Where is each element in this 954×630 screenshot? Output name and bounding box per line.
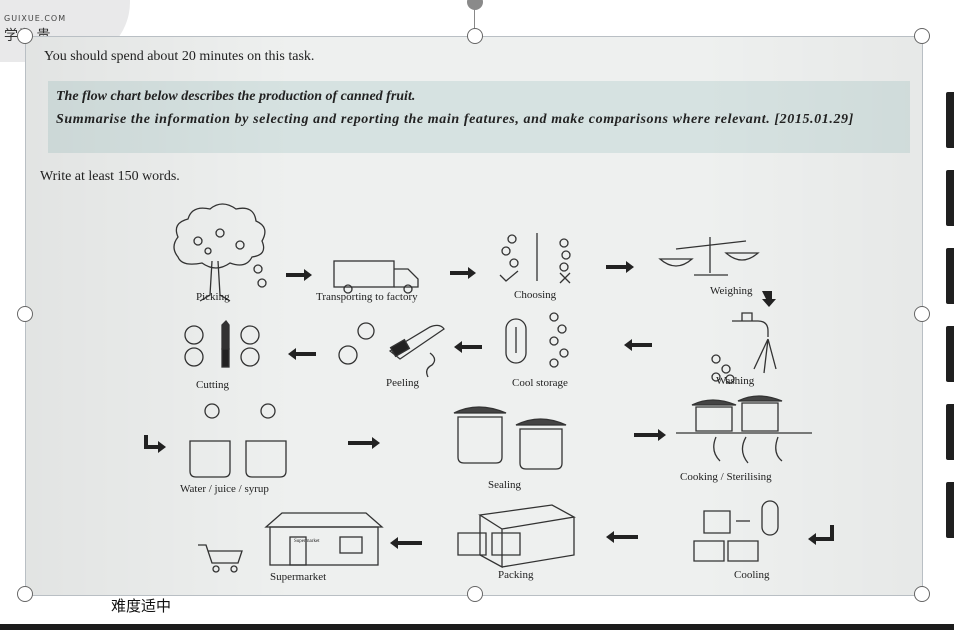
stage-picking: Picking — [196, 291, 230, 303]
cooling-icon — [693, 500, 779, 562]
prompt-line-1: The flow chart below describes the produ… — [56, 89, 416, 104]
stage-cooling: Cooling — [734, 569, 770, 581]
truck-icon — [333, 260, 419, 294]
side-tab-4[interactable] — [946, 326, 954, 382]
resize-handle-bottom-right[interactable] — [914, 586, 930, 602]
tap-icon — [711, 312, 777, 384]
stage-supermarket: Supermarket — [270, 571, 327, 583]
stage-cutting: Cutting — [196, 379, 230, 391]
stage-washing: Washing — [716, 375, 755, 387]
stage-weighing: Weighing — [710, 285, 753, 297]
resize-handle-top-left[interactable] — [17, 28, 33, 44]
cutting-icon — [184, 320, 260, 368]
resize-handle-top-right[interactable] — [914, 28, 930, 44]
flow-chart-drawing — [144, 203, 834, 573]
stage-choosing: Choosing — [514, 289, 557, 301]
resize-handle-top[interactable] — [467, 28, 483, 44]
resize-handle-right[interactable] — [914, 306, 930, 322]
stage-cool-storage: Cool storage — [512, 377, 568, 389]
cart-icon — [198, 544, 243, 573]
difficulty-caption: 难度适中 — [111, 597, 172, 615]
rotate-handle-stem — [474, 8, 475, 30]
stage-cooking-sterilising: Cooking / Sterilising — [680, 471, 772, 483]
bottom-bar — [0, 624, 954, 630]
choosing-icon — [499, 233, 571, 284]
side-tab-3[interactable] — [946, 248, 954, 304]
prompt-line-2: Summarise the information by selecting a… — [56, 112, 854, 127]
exam-image[interactable]: You should spend about 20 minutes on thi… — [25, 36, 923, 596]
word-count-instruction: Write at least 150 words. — [40, 169, 180, 184]
resize-handle-bottom-left[interactable] — [17, 586, 33, 602]
cross-icon — [559, 272, 571, 284]
sealing-icon — [453, 406, 567, 470]
apple-tree-icon — [173, 203, 267, 302]
stage-peeling: Peeling — [386, 377, 419, 389]
arrow-icon — [144, 261, 834, 549]
cooking-icon — [676, 395, 812, 464]
stage-sealing: Sealing — [488, 479, 521, 491]
watermark-brand-en: GUIXUE.COM — [4, 14, 67, 23]
thermometer-icon — [505, 312, 569, 368]
task-prompt-box: The flow chart below describes the produ… — [48, 81, 910, 153]
side-tab-2[interactable] — [946, 170, 954, 226]
stage-packing: Packing — [498, 569, 534, 581]
time-instruction: You should spend about 20 minutes on thi… — [44, 49, 315, 64]
peeling-icon — [338, 322, 445, 378]
side-tab-1[interactable] — [946, 92, 954, 148]
check-icon — [499, 270, 519, 282]
side-tab-5[interactable] — [946, 404, 954, 460]
store-icon — [264, 512, 384, 566]
rotate-icon[interactable] — [467, 0, 483, 10]
jar-icon — [189, 403, 287, 478]
stage-water-juice-syrup: Water / juice / syrup — [180, 483, 269, 495]
side-tab-6[interactable] — [946, 482, 954, 538]
store-sign: Supermarket — [294, 539, 320, 544]
stage-transporting: Transporting to factory — [316, 291, 418, 303]
resize-handle-left[interactable] — [17, 306, 33, 322]
knife-icon — [221, 320, 230, 350]
scale-icon — [658, 237, 760, 276]
box-icon — [457, 504, 576, 569]
resize-handle-bottom[interactable] — [467, 586, 483, 602]
